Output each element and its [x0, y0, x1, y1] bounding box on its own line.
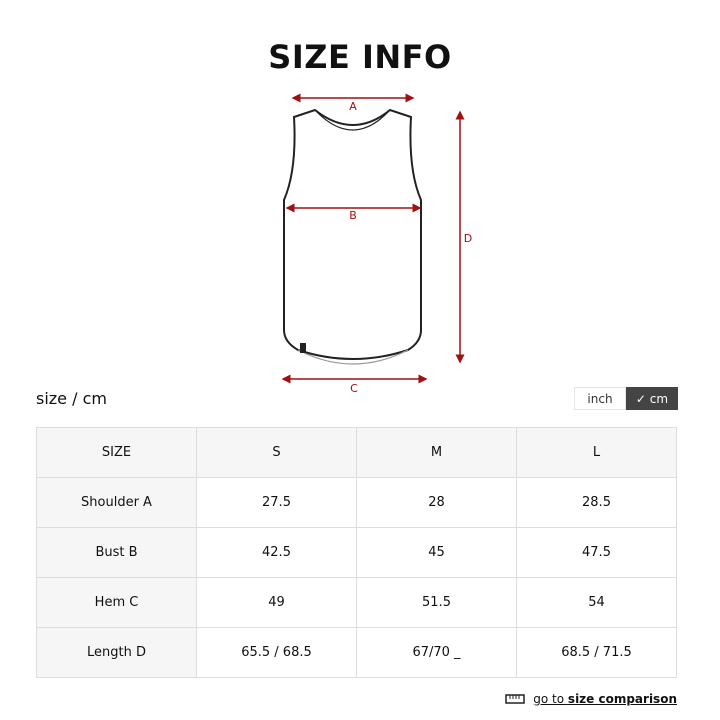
ruler-icon: [505, 694, 526, 704]
label-a: A: [349, 100, 357, 113]
table-row: Shoulder A 27.5 28 28.5: [36, 477, 677, 528]
cell: 68.5 / 71.5: [516, 627, 677, 678]
cell: 45: [356, 527, 517, 578]
link-prefix: go to: [533, 692, 568, 706]
header-cell: SIZE: [36, 427, 197, 478]
unit-label: size / cm: [36, 389, 107, 408]
header-cell: M: [356, 427, 517, 478]
table-row: Bust B 42.5 45 47.5: [36, 527, 677, 578]
tank-top-diagram: A B C D: [281, 93, 472, 395]
cm-toggle-button[interactable]: ✓ cm: [626, 387, 678, 410]
cell: 28: [356, 477, 517, 528]
page-title: SIZE INFO: [268, 38, 452, 76]
cell: 27.5: [196, 477, 357, 528]
table-row: Hem C 49 51.5 54: [36, 577, 677, 628]
size-comparison-link-row: go to size comparison: [505, 692, 677, 706]
label-b: B: [349, 209, 357, 222]
unit-toggle: inch ✓ cm: [574, 387, 678, 410]
link-bold-text: size comparison: [567, 692, 677, 706]
tank-top-outline: [283, 108, 422, 365]
cell: 42.5: [196, 527, 357, 578]
cell: 54: [516, 577, 677, 628]
table-header-row: SIZE S M L: [36, 427, 677, 478]
header-cell: L: [516, 427, 677, 478]
cell: 47.5: [516, 527, 677, 578]
cell: 28.5: [516, 477, 677, 528]
cell: 51.5: [356, 577, 517, 628]
table-row: Length D 65.5 / 68.5 67/70 _ 68.5 / 71.5: [36, 627, 677, 678]
cell: 65.5 / 68.5: [196, 627, 357, 678]
row-label: Shoulder A: [36, 477, 197, 528]
row-label: Length D: [36, 627, 197, 678]
size-table: SIZE S M L Shoulder A 27.5 28 28.5 Bust …: [36, 427, 677, 678]
row-label: Hem C: [36, 577, 197, 628]
label-d: D: [464, 232, 472, 245]
cell: 49: [196, 577, 357, 628]
cell: 67/70 _: [356, 627, 517, 678]
header-cell: S: [196, 427, 357, 478]
size-comparison-link[interactable]: go to size comparison: [533, 692, 677, 706]
row-label: Bust B: [36, 527, 197, 578]
inch-toggle-button[interactable]: inch: [574, 387, 626, 410]
label-c: C: [350, 382, 358, 395]
